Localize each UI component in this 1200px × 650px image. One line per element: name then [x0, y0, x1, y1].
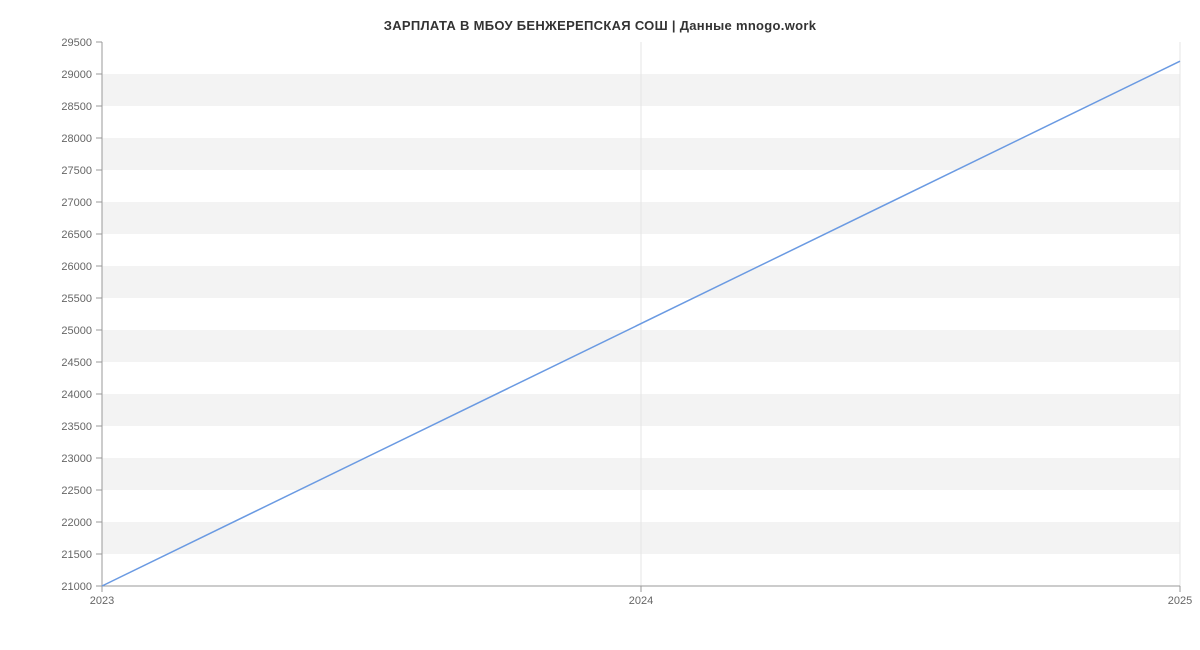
y-tick-label: 27000	[61, 197, 92, 209]
y-tick-label: 28000	[61, 133, 92, 145]
y-tick-label: 24000	[61, 389, 92, 401]
y-tick-label: 24500	[61, 357, 92, 369]
y-tick-label: 28500	[61, 101, 92, 113]
y-tick-label: 21000	[61, 581, 92, 593]
x-tick-label: 2024	[629, 595, 653, 607]
y-tick-label: 26500	[61, 229, 92, 241]
y-tick-label: 21500	[61, 549, 92, 561]
y-tick-label: 29500	[61, 37, 92, 49]
chart-svg: 21000 21500 22000 22500 23000 23500 24000 24500…	[0, 0, 1200, 650]
y-tick-label: 29000	[61, 69, 92, 81]
y-tick-label: 25000	[61, 325, 92, 337]
y-tick-label: 22500	[61, 485, 92, 497]
y-tick-label: 26000	[61, 261, 92, 273]
y-tick-label: 23000	[61, 453, 92, 465]
x-tick-label: 2023	[90, 595, 114, 607]
salary-chart: ЗАРПЛАТА В МБОУ БЕНЖЕРЕПСКАЯ СОШ | Данны…	[0, 0, 1200, 650]
y-tick-label: 27500	[61, 165, 92, 177]
x-tick-label: 2025	[1168, 595, 1192, 607]
chart-title: ЗАРПЛАТА В МБОУ БЕНЖЕРЕПСКАЯ СОШ | Данны…	[0, 8, 1200, 33]
y-tick-label: 22000	[61, 517, 92, 529]
y-tick-label: 25500	[61, 293, 92, 305]
y-tick-label: 23500	[61, 421, 92, 433]
